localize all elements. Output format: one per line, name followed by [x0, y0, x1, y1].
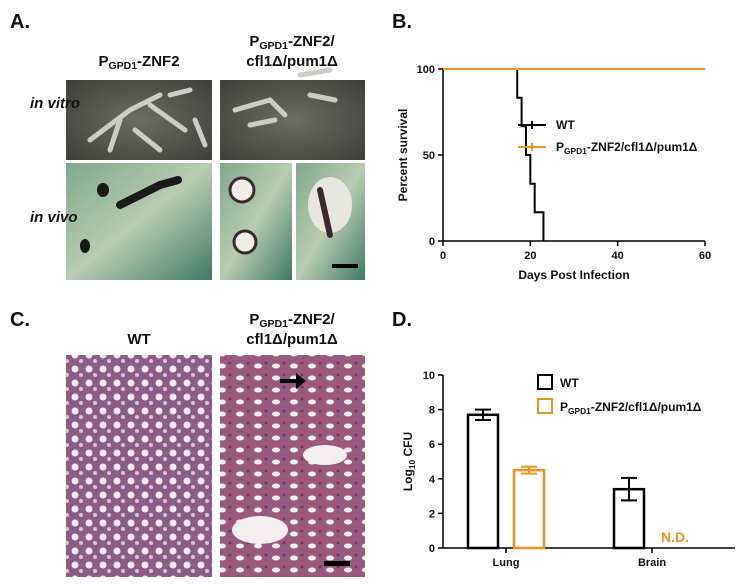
bar [466, 413, 500, 550]
y-axis-label: Log10 CFU [401, 432, 417, 491]
micrographs-a [66, 67, 365, 280]
text-part: -ZNF2/cfl1Δ/pum1Δ [591, 400, 702, 414]
text-part: -ZNF2/ [288, 33, 335, 50]
y-tick-label: 8 [429, 405, 435, 417]
y-tick-label: 0 [429, 543, 435, 555]
legend-swatch [537, 398, 553, 414]
text-part: -ZNF2/ [288, 311, 335, 328]
y-tick-label: 2 [429, 508, 435, 520]
text-part: P [556, 140, 564, 154]
y-tick-label: 100 [417, 64, 435, 76]
text-part: cfl1Δ/pum1Δ [246, 331, 338, 348]
subscript: GPD1 [259, 40, 288, 52]
panel-label: C. [10, 309, 30, 331]
bar [512, 468, 546, 550]
text-part: -ZNF2/cfl1Δ/pum1Δ [587, 140, 698, 154]
row-label: in vivo [30, 209, 78, 226]
text-part: WT [127, 331, 150, 348]
y-tick-label: 4 [429, 474, 436, 486]
panel-label: D. [392, 309, 412, 331]
x-tick-label: 60 [699, 250, 711, 262]
text-part: WT [556, 118, 575, 132]
column-header: cfl1Δ/pum1Δ [246, 331, 338, 348]
text-part: P [249, 311, 259, 328]
column-header: PGPD1-ZNF2 [98, 53, 179, 72]
x-tick-label: Lung [493, 557, 520, 569]
y-tick-label: 6 [429, 439, 435, 451]
text-part: -ZNF2 [137, 53, 180, 70]
x-axis-label: Days Post Infection [518, 268, 629, 282]
text-part: cfl1Δ/pum1Δ [246, 53, 338, 70]
text-part: Log [401, 469, 415, 491]
survival-curve [443, 68, 545, 241]
x-tick-label: 20 [524, 250, 536, 262]
panel-label: B. [392, 11, 412, 33]
y-tick-label: 0 [429, 236, 435, 248]
legend-label: WT [556, 118, 575, 132]
x-tick-label: 0 [440, 250, 446, 262]
column-header: WT [127, 331, 150, 348]
row-label: in vitro [30, 95, 80, 112]
subscript: GPD1 [259, 318, 288, 330]
panel-label: A. [10, 11, 30, 33]
legend-label: PGPD1-ZNF2/cfl1Δ/pum1Δ [556, 140, 698, 156]
subscript: GPD1 [108, 60, 137, 72]
subscript: 10 [407, 460, 417, 470]
legend-swatch [537, 374, 553, 390]
y-tick-label: 50 [423, 150, 435, 162]
x-tick-label: 40 [612, 250, 624, 262]
y-tick-label: 10 [423, 370, 435, 382]
column-header: cfl1Δ/pum1Δ [246, 53, 338, 70]
y-axis-label: Percent survival [396, 109, 410, 202]
histology-c [66, 355, 365, 577]
text-part: P [560, 400, 568, 414]
legend-label: WT [560, 376, 579, 390]
annotation: N.D. [661, 529, 689, 545]
subscript: GPD1 [564, 146, 587, 156]
subscript: GPD1 [568, 406, 591, 416]
text-part: P [249, 33, 259, 50]
text-part: CFU [401, 432, 415, 460]
column-header: PGPD1-ZNF2/ [249, 33, 335, 52]
text-part: WT [560, 376, 579, 390]
text-part: P [98, 53, 108, 70]
column-header: PGPD1-ZNF2/ [249, 311, 335, 330]
x-tick-label: Brain [638, 557, 666, 569]
legend-label: PGPD1-ZNF2/cfl1Δ/pum1Δ [560, 400, 702, 416]
